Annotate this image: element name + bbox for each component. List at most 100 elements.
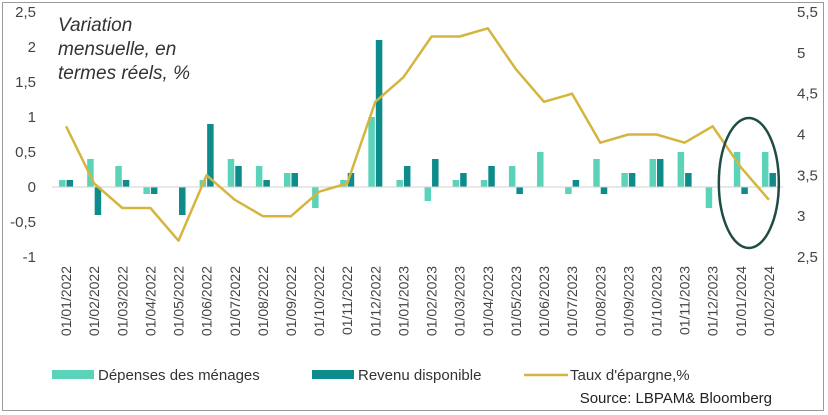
y-right-tick-label: 5 [797, 45, 805, 62]
x-tick-label: 01/12/2023 [705, 266, 721, 336]
x-tick-label: 01/08/2023 [592, 266, 608, 336]
bar-revenu [516, 187, 523, 194]
x-tick-label: 01/06/2022 [199, 266, 215, 336]
bar-revenu [460, 173, 467, 187]
bar-depenses [649, 159, 656, 187]
x-tick-label: 01/11/2022 [339, 266, 355, 335]
legend: Dépenses des ménages Revenu disponible Tau… [52, 367, 690, 384]
bar-revenu [685, 173, 692, 187]
y-right-tick-label: 2,5 [797, 249, 818, 266]
bar-revenu [572, 180, 580, 187]
bar-depenses [621, 173, 628, 187]
bar-depenses [705, 187, 713, 208]
highlight-ellipse [717, 116, 781, 250]
y-left-tick-label: 0 [28, 179, 36, 196]
bar-depenses [424, 187, 432, 201]
y-right-tick-label: 4 [797, 127, 805, 144]
plot-area: -1 -0,5 0 0,5 1 1,5 2 2,5 2,5 3 3,5 4 4,5 5 5,5 01/01/2… [10, 4, 818, 336]
bar-revenu [150, 187, 158, 194]
chart-title: Variation mensuelle, en termes réels, % [58, 15, 190, 84]
bar-depenses [480, 180, 488, 187]
legend-label: Taux d'épargne,% [570, 367, 690, 384]
line-taux-epargne [64, 27, 770, 242]
bar-revenu [375, 40, 383, 187]
bar-depenses [733, 152, 741, 187]
bar-depenses [312, 187, 319, 208]
y-left-tick-label: 0,5 [15, 144, 36, 161]
chart-frame [2, 2, 824, 411]
x-tick-label: 01/11/2023 [677, 266, 693, 335]
bar-depenses [115, 166, 122, 187]
bar-revenu [66, 180, 74, 187]
x-tick-label: 01/05/2023 [508, 266, 524, 336]
chart-title-line: termes réels, % [58, 63, 190, 84]
source-note: Source: LBPAM& Bloomberg [580, 390, 772, 407]
x-tick-label: 01/04/2022 [142, 266, 158, 336]
x-tick-label: 01/02/2023 [424, 266, 440, 336]
bar-revenu [263, 180, 270, 187]
x-tick-label: 01/06/2023 [536, 266, 552, 336]
bar-revenu [741, 187, 748, 194]
bar-revenu [122, 180, 130, 187]
bar-depenses [565, 187, 572, 194]
bar-revenu [235, 166, 242, 187]
bar-revenu [769, 173, 776, 187]
x-tick-label: 01/12/2022 [367, 266, 383, 336]
bar-revenu [656, 159, 664, 187]
y-right-tick-label: 5,5 [797, 4, 818, 21]
y-left-tick-label: 1 [28, 109, 36, 126]
bar-depenses [593, 159, 600, 187]
x-tick-label: 01/01/2024 [733, 266, 749, 336]
x-tick-label: 01/02/2024 [761, 266, 777, 336]
x-tick-label: 01/01/2022 [58, 266, 74, 336]
legend-swatch [52, 370, 94, 379]
bar-revenu [628, 173, 636, 187]
chart-title-line: mensuelle, en [58, 39, 176, 60]
bar-revenu [488, 166, 495, 187]
x-tick-label: 01/05/2022 [171, 266, 187, 336]
x-tick-label: 01/03/2023 [452, 266, 468, 336]
x-tick-label: 01/07/2022 [227, 266, 243, 336]
bar-revenu [207, 124, 214, 187]
bar-revenu [432, 159, 439, 187]
y-right-tick-label: 3 [797, 208, 805, 225]
x-tick-label: 01/01/2023 [395, 266, 411, 336]
bar-depenses [143, 187, 150, 194]
bar-depenses [227, 159, 235, 187]
bar-revenu [94, 187, 102, 215]
bar-depenses [677, 152, 685, 187]
y-left-tick-label: 1,5 [15, 74, 36, 91]
bar-depenses [508, 166, 516, 187]
bar-revenu [179, 187, 186, 215]
x-tick-label: 01/02/2022 [86, 266, 102, 336]
legend-label: Dépenses des ménages [98, 367, 260, 384]
y-right-tick-label: 3,5 [797, 167, 818, 184]
y-right-tick-label: 4,5 [797, 86, 818, 103]
x-tick-label: 01/07/2023 [564, 266, 580, 336]
bar-depenses [396, 180, 403, 187]
bar-depenses [255, 166, 263, 187]
bar-revenu [403, 166, 411, 187]
x-tick-label: 01/08/2022 [255, 266, 271, 336]
x-tick-label: 01/09/2023 [620, 266, 636, 336]
y-left-tick-label: -0,5 [10, 214, 36, 231]
y-left-tick-label: 2 [28, 39, 36, 56]
x-tick-label: 01/10/2022 [311, 266, 327, 336]
chart-title-line: Variation [58, 15, 132, 36]
bar-depenses [283, 173, 291, 187]
bar-depenses [761, 152, 769, 187]
legend-label: Revenu disponible [358, 367, 481, 384]
y-left-tick-label: -1 [23, 249, 36, 266]
bar-depenses [537, 152, 544, 187]
x-tick-label: 01/10/2023 [649, 266, 665, 336]
bar-revenu [291, 173, 298, 187]
bar-revenu [347, 173, 355, 187]
x-tick-label: 01/09/2022 [283, 266, 299, 336]
bar-depenses [368, 117, 375, 187]
x-tick-label: 01/03/2022 [114, 266, 130, 336]
bar-depenses [59, 180, 66, 187]
bar-depenses [452, 180, 460, 187]
bar-revenu [600, 187, 608, 194]
x-tick-label: 01/04/2023 [480, 266, 496, 336]
